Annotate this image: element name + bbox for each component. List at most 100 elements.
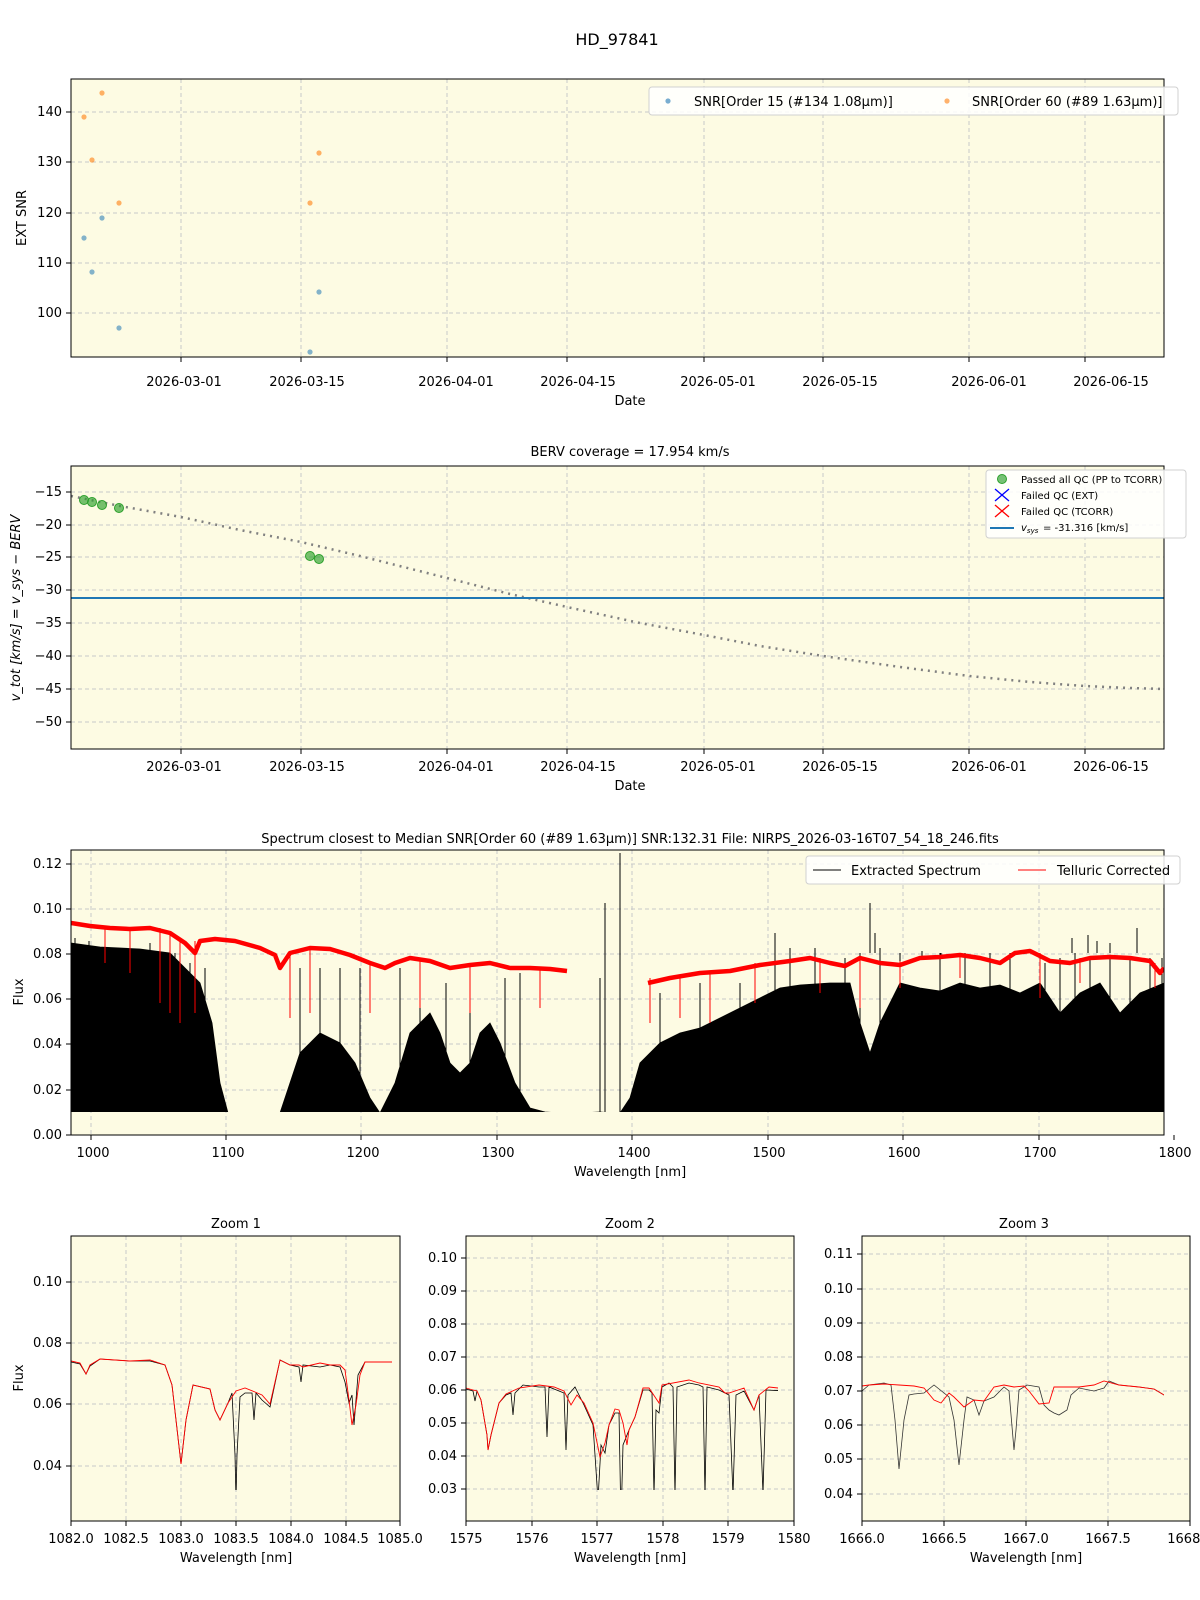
zoom3-xtick: 1666.0 xyxy=(839,1532,885,1547)
spectrum-ytick: 0.06 xyxy=(33,992,62,1007)
spectrum-xtick: 1100 xyxy=(211,1146,244,1161)
berv-ylabel: v_tot [km/s] = v_sys − BERV xyxy=(9,514,24,702)
snr-plot-area xyxy=(71,79,1164,357)
zoom3-title: Zoom 3 xyxy=(999,1217,1049,1232)
berv-title: BERV coverage = 17.954 km/s xyxy=(531,445,730,460)
snr-point-blue xyxy=(307,349,313,355)
berv-plot-area xyxy=(71,466,1164,749)
snr-legend: SNR[Order 15 (#134 1.08μm)] SNR[Order 60… xyxy=(648,86,1179,116)
snr-point-blue xyxy=(99,215,105,221)
zoom1-ytick: 0.08 xyxy=(33,1336,62,1351)
zoom1-xtick: 1085.0 xyxy=(377,1532,423,1547)
zoom3-xtick: 1666.5 xyxy=(921,1532,967,1547)
spectrum-xtick: 1000 xyxy=(76,1146,109,1161)
zoom2-ytick: 0.08 xyxy=(428,1317,457,1332)
legend-failed-ext-icon xyxy=(994,488,1010,502)
berv-ytick: −40 xyxy=(35,649,62,664)
berv-xtick: 2026-03-01 xyxy=(146,760,222,775)
zoom3-ytick: 0.11 xyxy=(824,1247,853,1262)
extracted-spectrum-line xyxy=(71,942,1164,1112)
snr-legend-box xyxy=(648,86,1179,116)
zoom2-ytick: 0.03 xyxy=(428,1482,457,1497)
spectrum-ytick: 0.12 xyxy=(33,857,62,872)
zoom3-ytick: 0.10 xyxy=(824,1282,853,1297)
zoom2-ytick: 0.04 xyxy=(428,1449,457,1464)
snr-xtick: 2026-04-01 xyxy=(418,375,494,390)
snr-ytick: 110 xyxy=(37,256,62,271)
zoom2-plot-area xyxy=(466,1236,794,1521)
snr-point-orange xyxy=(99,90,105,96)
snr-xtick: 2026-05-01 xyxy=(680,375,756,390)
berv-axes-frame xyxy=(70,465,1165,750)
zoom1-xtick: 1084.0 xyxy=(268,1532,314,1547)
snr-ylabel: EXT SNR xyxy=(15,190,30,246)
zoom1-xtick: 1082.0 xyxy=(48,1532,94,1547)
berv-legend-failed-tcorr: Failed QC (TCORR) xyxy=(1021,507,1113,518)
snr-xtick: 2026-03-01 xyxy=(146,375,222,390)
snr-point-blue xyxy=(89,269,95,275)
spectrum-xtick: 1500 xyxy=(752,1146,785,1161)
snr-ytick: 140 xyxy=(37,105,62,120)
telluric-corrected-line xyxy=(71,920,1164,986)
zoom1-telluric-line xyxy=(71,1358,392,1465)
berv-xtick: 2026-04-15 xyxy=(540,760,616,775)
zoom1-xtick: 1083.5 xyxy=(213,1532,259,1547)
zoom1-title: Zoom 1 xyxy=(211,1217,261,1232)
zoom3-ytick: 0.06 xyxy=(824,1418,853,1433)
berv-xtick: 2026-05-15 xyxy=(802,760,878,775)
spectrum-legend-box xyxy=(805,855,1181,885)
snr-xtick: 2026-06-15 xyxy=(1073,375,1149,390)
zoom2-xtick: 1580 xyxy=(777,1532,810,1547)
telluric-corrected-spikes xyxy=(104,928,1156,1023)
berv-ytick: −35 xyxy=(35,616,62,631)
zoom3-ytick: 0.05 xyxy=(824,1452,853,1467)
spectrum-xtick: 1700 xyxy=(1023,1146,1056,1161)
berv-point-passed xyxy=(314,554,324,564)
figure-title: HD_97841 xyxy=(575,30,658,50)
berv-point-passed xyxy=(97,500,107,510)
snr-legend-label-1: SNR[Order 15 (#134 1.08μm)] xyxy=(694,95,893,110)
legend-failed-tcorr-icon xyxy=(994,504,1010,518)
zoom3-extracted-line xyxy=(861,1380,1164,1470)
snr-xtick: 2026-05-15 xyxy=(802,375,878,390)
snr-point-blue xyxy=(81,235,87,241)
berv-xtick: 2026-06-15 xyxy=(1073,760,1149,775)
zoom1-ytick: 0.04 xyxy=(33,1459,62,1474)
zoom2-extracted-line xyxy=(465,1382,778,1490)
zoom2-xtick: 1576 xyxy=(515,1532,548,1547)
berv-ytick: −50 xyxy=(35,715,62,730)
berv-xtick: 2026-05-01 xyxy=(680,760,756,775)
zoom1-xtick: 1083.0 xyxy=(158,1532,204,1547)
zoom2-ytick: 0.07 xyxy=(428,1350,457,1365)
zoom2-ytick: 0.05 xyxy=(428,1416,457,1431)
zoom3-panel: Zoom 3 0.04 0.05 xyxy=(824,1217,1200,1566)
spectrum-ytick: 0.04 xyxy=(33,1037,62,1052)
zoom2-xtick: 1575 xyxy=(449,1532,482,1547)
zoom3-xtick: 1667.0 xyxy=(1003,1532,1049,1547)
zoom1-xtick: 1082.5 xyxy=(103,1532,149,1547)
spectrum-panel: Spectrum closest to Median SNR[Order 60 … xyxy=(12,832,1192,1180)
snr-point-blue xyxy=(116,325,122,331)
berv-panel: BERV coverage = 17.954 km/s xyxy=(9,445,1187,794)
zoom2-axes-frame xyxy=(465,1235,795,1522)
berv-ytick: −30 xyxy=(35,583,62,598)
berv-grid xyxy=(71,466,1164,749)
berv-legend-passed: Passed all QC (PP to TCORR) xyxy=(1021,475,1162,486)
zoom3-xlabel: Wavelength [nm] xyxy=(970,1551,1082,1566)
snr-point-blue xyxy=(316,289,322,295)
legend-passed-marker xyxy=(997,474,1007,484)
zoom1-ytick: 0.06 xyxy=(33,1397,62,1412)
snr-xtick: 2026-03-15 xyxy=(269,375,345,390)
zoom1-xtick: 1084.5 xyxy=(323,1532,369,1547)
zoom3-telluric-line xyxy=(861,1380,1164,1408)
snr-ytick: 130 xyxy=(37,155,62,170)
zoom2-title: Zoom 2 xyxy=(605,1217,655,1232)
snr-xtick: 2026-04-15 xyxy=(540,375,616,390)
snr-grid xyxy=(71,79,1164,357)
snr-ytick: 100 xyxy=(37,306,62,321)
berv-point-passed xyxy=(114,503,124,513)
zoom3-ytick: 0.04 xyxy=(824,1487,853,1502)
zoom2-xlabel: Wavelength [nm] xyxy=(574,1551,686,1566)
zoom2-xtick: 1578 xyxy=(646,1532,679,1547)
berv-xtick: 2026-06-01 xyxy=(951,760,1027,775)
